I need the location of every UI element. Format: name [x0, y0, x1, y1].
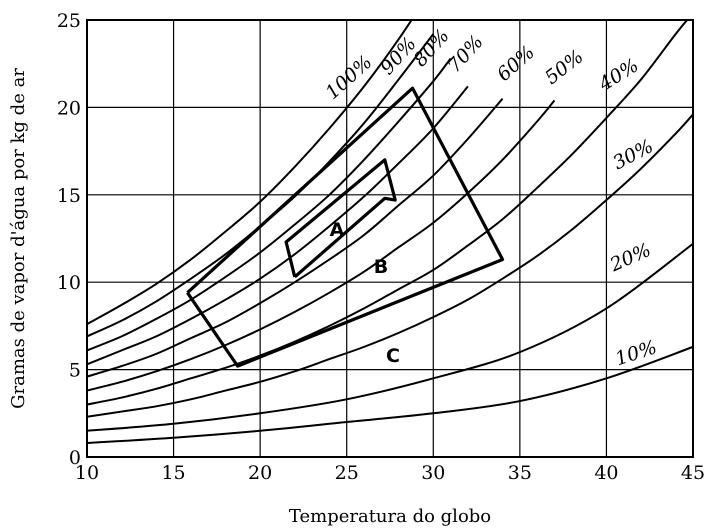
curve-label-50pct: 50% [541, 46, 588, 89]
y-axis-label: Gramas de vapor d'água por kg de ar [8, 68, 29, 409]
curve-label-10pct: 10% [613, 336, 660, 370]
zone-A-outline [284, 158, 397, 279]
humidity-curve-100pct [87, 20, 413, 326]
y-tick-label: 0 [69, 447, 81, 469]
humidity-curve-40pct [87, 20, 689, 406]
x-tick-label: 45 [681, 462, 705, 484]
x-tick-label: 40 [594, 462, 618, 484]
humidity-curve-10pct [87, 345, 693, 445]
humidity-curve-50pct [87, 99, 556, 392]
humidity-curve-30pct [87, 113, 693, 418]
humidity-curve-70pct [87, 85, 469, 366]
x-tick-label: 20 [248, 462, 272, 484]
y-tick-label: 15 [57, 185, 81, 207]
zone-label-A: A [330, 219, 345, 241]
comfort-zones [186, 86, 505, 368]
y-tick-label: 10 [57, 272, 81, 294]
x-tick-label: 35 [508, 462, 532, 484]
curve-label-40pct: 40% [594, 54, 642, 96]
x-tick-label: 30 [421, 462, 445, 484]
y-tick-labels: 0 5 10 15 20 25 [57, 10, 81, 469]
y-tick-label: 25 [57, 10, 81, 32]
zone-label-B: B [374, 256, 388, 278]
humidity-curves [87, 20, 693, 445]
humidity-curve-60pct [87, 98, 504, 378]
x-tick-label: 10 [75, 462, 99, 484]
zone-label-C: C [386, 345, 400, 367]
zone-labels: A B C [330, 219, 400, 367]
plot-frame [86, 19, 694, 458]
y-tick-label: 20 [57, 97, 81, 119]
x-tick-label: 25 [335, 462, 359, 484]
humidity-curve-80pct [87, 57, 452, 352]
humidity-curve-20pct [87, 242, 693, 432]
curve-label-20pct: 20% [606, 239, 654, 277]
zone-B-outline [186, 86, 505, 368]
curve-label-100pct: 100% [321, 51, 376, 104]
x-tick-label: 15 [161, 462, 185, 484]
y-tick-label: 5 [69, 360, 81, 382]
x-axis-label: Temperatura do globo [289, 506, 491, 527]
curve-label-30pct: 30% [609, 135, 657, 174]
curve-label-60pct: 60% [493, 41, 539, 86]
x-tick-labels: 10 15 20 25 30 35 40 45 [75, 462, 705, 484]
